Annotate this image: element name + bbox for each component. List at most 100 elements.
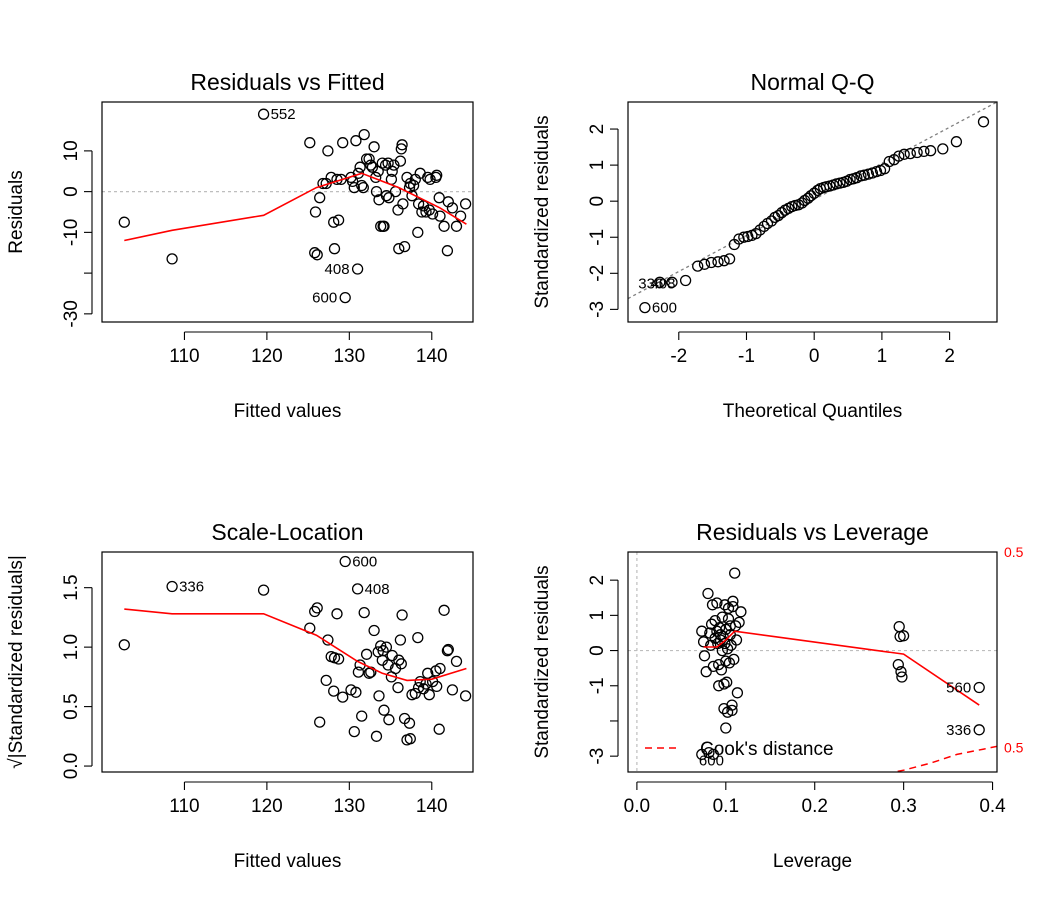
data-point [754, 224, 766, 236]
plot-title: Normal Q-Q [751, 69, 875, 95]
plot-frame [101, 551, 474, 773]
data-point [450, 220, 463, 232]
data-point [118, 216, 130, 228]
data-point [459, 690, 472, 702]
data-point [893, 150, 905, 162]
data-point [893, 620, 905, 633]
data-point [417, 200, 430, 212]
y-tick-label: 1 [587, 610, 608, 621]
data-point [311, 602, 323, 614]
data-point [742, 230, 754, 243]
x-tick-label: 0.2 [802, 796, 828, 817]
data-point [904, 147, 916, 160]
data-point [366, 161, 379, 173]
y-tick-label: -30 [61, 300, 82, 327]
data-point [320, 674, 332, 687]
plot-area [628, 102, 997, 314]
data-point [356, 710, 368, 722]
data-point [758, 220, 770, 233]
data-point [924, 145, 937, 157]
data-point [973, 724, 985, 736]
y-tick-label: 1 [587, 160, 608, 171]
data-point [977, 116, 990, 128]
y-tick-label: -3 [587, 301, 608, 318]
data-point [897, 630, 910, 642]
x-tick-label: 0.1 [713, 796, 739, 817]
data-point [331, 608, 343, 620]
data-point [805, 190, 817, 202]
x-tick-label: 110 [169, 346, 199, 367]
data-point [898, 148, 910, 160]
data-point [720, 722, 732, 734]
data-point [424, 173, 436, 186]
y-tick-label: 2 [587, 124, 608, 135]
cooks-contour-label: 0.5 [1004, 739, 1024, 755]
data-point [397, 198, 409, 210]
y-tick-label: -10 [61, 219, 82, 246]
data-point [337, 137, 349, 149]
data-point [654, 276, 666, 288]
data-point [396, 139, 408, 151]
data-point [715, 664, 728, 676]
data-point [257, 108, 270, 120]
data-point [724, 620, 736, 632]
data-point [365, 159, 377, 171]
smoother-line [124, 608, 467, 682]
data-point [711, 597, 723, 609]
data-point [441, 245, 454, 257]
data-point [707, 748, 720, 761]
data-point [370, 730, 383, 742]
y-tick-label: 0 [587, 196, 608, 207]
data-point [423, 689, 435, 701]
data-point [720, 655, 732, 667]
data-point [712, 256, 724, 268]
data-point [388, 159, 400, 171]
data-point [698, 258, 711, 270]
x-tick-label: 0.3 [890, 796, 916, 817]
data-point [721, 643, 734, 655]
data-point [666, 276, 678, 288]
data-point [696, 625, 708, 637]
y-tick-label: 0.5 [61, 693, 82, 719]
data-point [407, 179, 420, 192]
data-point [431, 680, 443, 693]
data-point [895, 666, 907, 678]
data-point [412, 681, 425, 694]
data-point [719, 637, 731, 650]
point-label: 408 [325, 261, 350, 278]
data-point [718, 678, 730, 690]
data-point [709, 632, 721, 644]
plot-title: Scale-Location [211, 519, 363, 545]
point-label: 600 [652, 300, 677, 317]
data-point [378, 704, 390, 716]
legend: Cook's distance [645, 739, 834, 760]
point-label: 336 [946, 722, 971, 739]
data-point [339, 291, 351, 304]
data-point [442, 196, 454, 208]
point-label: 408 [365, 581, 390, 598]
data-point [858, 169, 870, 181]
y-tick-label: 2 [587, 575, 608, 586]
data-point [639, 301, 651, 314]
data-point [368, 624, 380, 637]
data-point [401, 171, 413, 184]
x-axis-label: Leverage [773, 851, 852, 872]
plot-area [628, 552, 997, 772]
data-point [328, 652, 341, 664]
data-point [426, 208, 439, 220]
y-tick-label: 1.0 [61, 634, 82, 660]
point-label: 560 [946, 680, 971, 697]
data-point [454, 210, 467, 222]
data-point [918, 145, 930, 158]
data-point [382, 659, 394, 671]
smoother-line [124, 172, 467, 242]
data-point [348, 181, 360, 194]
data-point [738, 231, 750, 243]
data-point [328, 216, 340, 228]
point-label: 600 [699, 752, 724, 769]
data-point [416, 206, 428, 218]
plot-area [102, 108, 473, 304]
data-point [368, 141, 380, 153]
plot-frame [101, 101, 474, 323]
data-point [373, 194, 385, 206]
